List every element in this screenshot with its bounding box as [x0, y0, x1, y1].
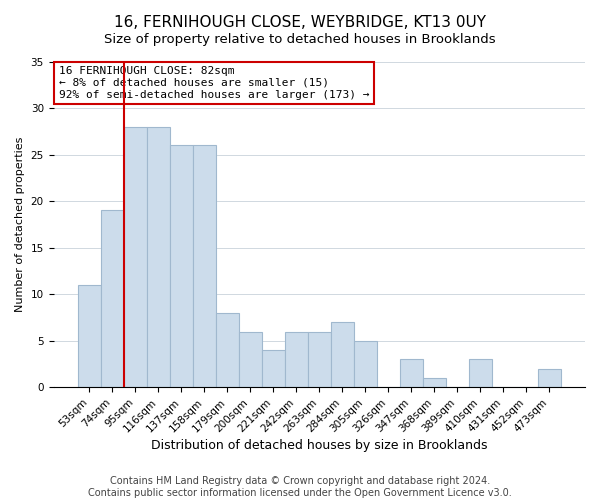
Bar [308, 332, 331, 388]
Bar [469, 360, 492, 388]
Bar [285, 332, 308, 388]
Text: 16, FERNIHOUGH CLOSE, WEYBRIDGE, KT13 0UY: 16, FERNIHOUGH CLOSE, WEYBRIDGE, KT13 0U… [114, 15, 486, 30]
Bar [77, 285, 101, 388]
Y-axis label: Number of detached properties: Number of detached properties [15, 136, 25, 312]
Bar [400, 360, 423, 388]
Bar [423, 378, 446, 388]
Bar [216, 313, 239, 388]
Bar [239, 332, 262, 388]
Bar [124, 126, 147, 388]
Bar [538, 368, 561, 388]
Bar [101, 210, 124, 388]
Text: Size of property relative to detached houses in Brooklands: Size of property relative to detached ho… [104, 32, 496, 46]
Bar [354, 341, 377, 388]
Bar [262, 350, 285, 388]
Text: Contains HM Land Registry data © Crown copyright and database right 2024.
Contai: Contains HM Land Registry data © Crown c… [88, 476, 512, 498]
Bar [170, 146, 193, 388]
X-axis label: Distribution of detached houses by size in Brooklands: Distribution of detached houses by size … [151, 440, 488, 452]
Bar [147, 126, 170, 388]
Bar [331, 322, 354, 388]
Text: 16 FERNIHOUGH CLOSE: 82sqm
← 8% of detached houses are smaller (15)
92% of semi-: 16 FERNIHOUGH CLOSE: 82sqm ← 8% of detac… [59, 66, 370, 100]
Bar [193, 146, 216, 388]
